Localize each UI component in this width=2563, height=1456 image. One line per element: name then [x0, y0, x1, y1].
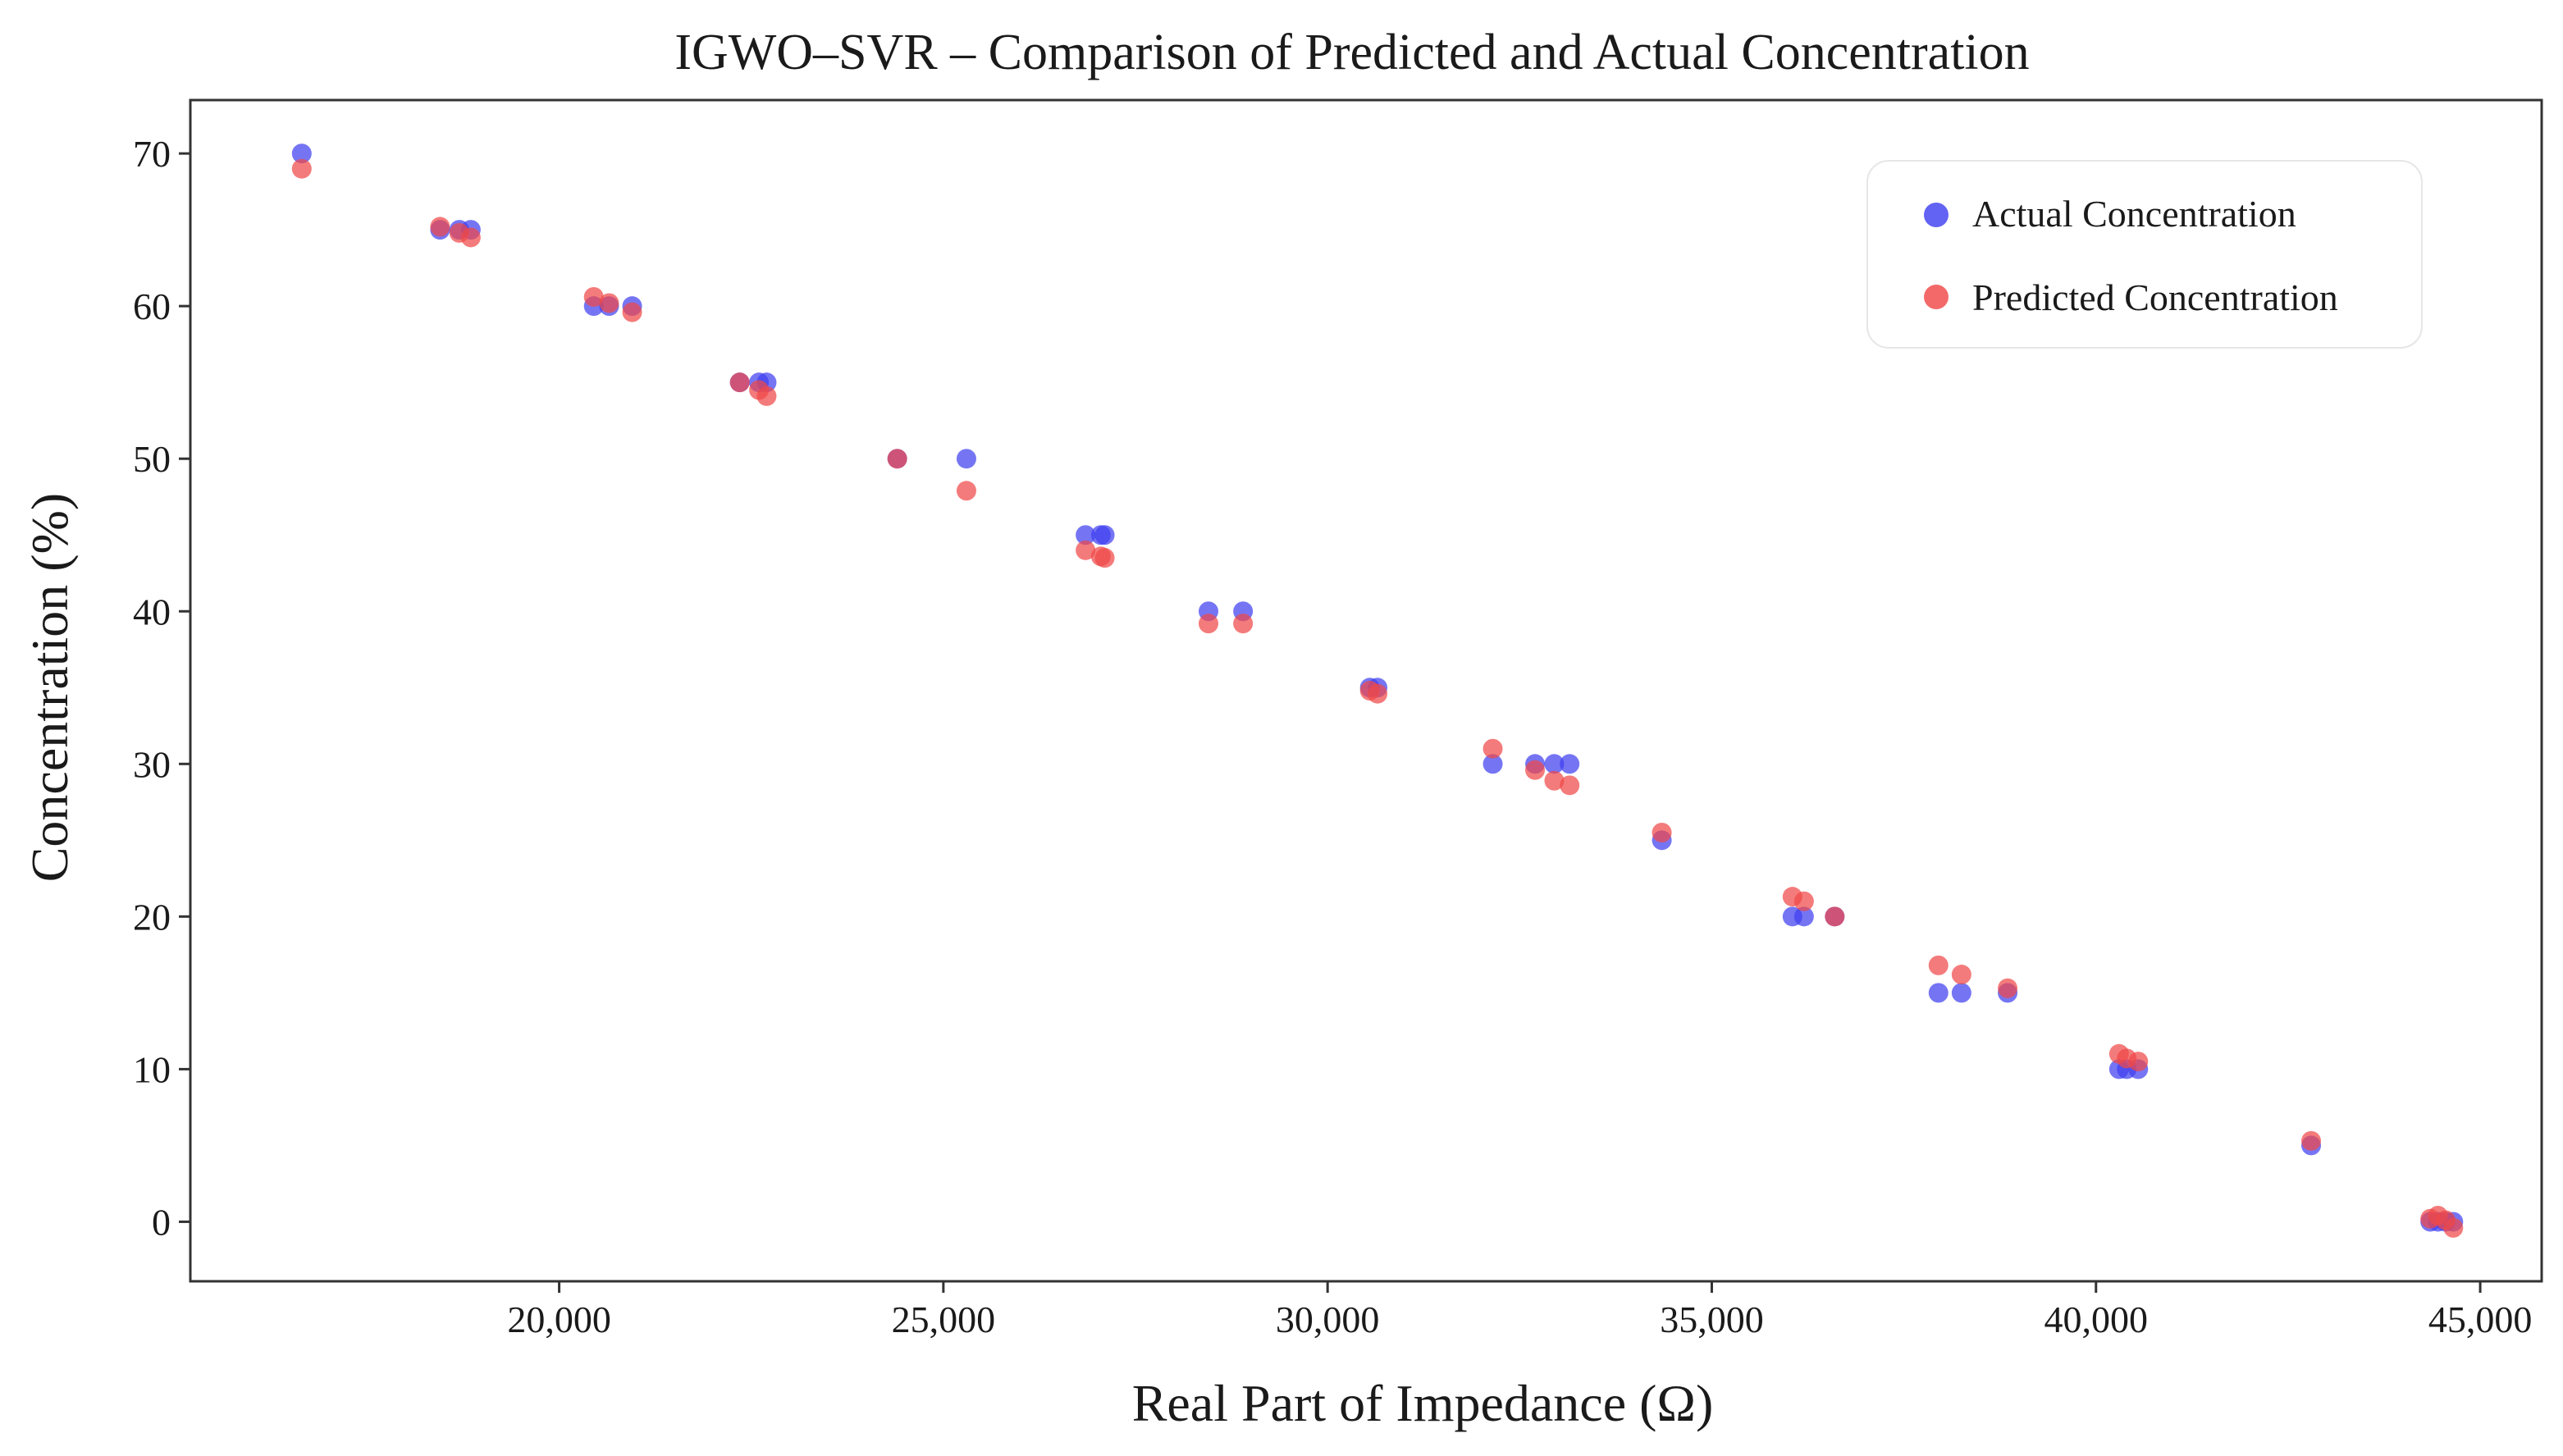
y-axis: 0 10 20 30 40 50 60 70 [133, 133, 190, 1243]
legend-label-actual: Actual Concentration [1972, 193, 2296, 235]
data-point-predicted [1198, 614, 1218, 634]
y-axis-label: Concentration (%) [21, 493, 79, 883]
data-point-predicted [729, 372, 750, 393]
data-point-predicted [1560, 775, 1580, 796]
data-point-predicted [1525, 760, 1546, 780]
plot-area-frame [189, 98, 2543, 1283]
data-point-actual [1951, 983, 1971, 1003]
data-point-predicted [583, 287, 604, 307]
data-point-actual [956, 449, 976, 469]
data-point-actual [1544, 754, 1565, 774]
data-point-predicted [1076, 540, 1096, 560]
data-point-predicted [887, 449, 907, 469]
y-tick-label: 0 [152, 1201, 171, 1243]
data-point-actual [1094, 525, 1115, 545]
x-tick-label: 45,000 [2428, 1299, 2533, 1340]
data-point-predicted [956, 481, 976, 501]
legend-marker-predicted [1924, 285, 1949, 309]
data-point-predicted [430, 217, 450, 237]
legend: Actual Concentration Predicted Concentra… [1866, 160, 2423, 349]
x-tick-label: 25,000 [892, 1299, 996, 1340]
data-point-predicted [291, 158, 312, 179]
x-tick-label: 40,000 [2044, 1299, 2149, 1340]
data-point-predicted [1368, 683, 1388, 704]
data-point-actual [1483, 754, 1503, 774]
data-point-actual [1928, 983, 1949, 1003]
data-point-predicted [2301, 1130, 2322, 1151]
series-predicted [291, 158, 2464, 1238]
data-point-predicted [460, 227, 481, 248]
y-tick-label: 40 [133, 591, 171, 632]
data-point-predicted [2443, 1217, 2464, 1238]
data-point-predicted [1544, 770, 1565, 791]
data-point-predicted [599, 293, 619, 313]
data-point-predicted [622, 302, 642, 322]
data-point-predicted [1094, 548, 1115, 568]
x-axis-label: Real Part of Impedance (Ω) [1132, 1374, 1714, 1432]
data-point-predicted [2128, 1052, 2149, 1072]
data-point-actual [1076, 525, 1096, 545]
y-tick-label: 70 [133, 133, 171, 175]
legend-label-predicted: Predicted Concentration [1972, 276, 2338, 318]
legend-box [1866, 160, 2423, 349]
y-tick-label: 20 [133, 896, 171, 938]
chart-title: IGWO–SVR – Comparison of Predicted and A… [674, 25, 2029, 80]
data-point-actual [291, 144, 312, 164]
data-point-predicted [1652, 823, 1672, 843]
data-point-predicted [1998, 978, 2018, 998]
x-tick-label: 30,000 [1276, 1299, 1380, 1340]
data-point-predicted [1793, 891, 1814, 911]
data-point-predicted [1233, 614, 1254, 634]
x-axis: 20,000 25,000 30,000 35,000 40,000 45,000 [507, 1281, 2532, 1340]
x-tick-label: 35,000 [1660, 1299, 1764, 1340]
y-tick-label: 30 [133, 743, 171, 785]
data-point-actual [1560, 754, 1580, 774]
y-tick-label: 10 [133, 1048, 171, 1090]
data-point-predicted [1951, 965, 1971, 985]
data-point-predicted [1928, 955, 1949, 975]
data-point-predicted [756, 386, 777, 406]
data-point-actual [1793, 906, 1814, 927]
y-tick-label: 50 [133, 438, 171, 480]
data-point-predicted [1825, 906, 1845, 927]
data-point-predicted [1483, 738, 1503, 759]
legend-marker-actual [1924, 203, 1949, 227]
y-tick-label: 60 [133, 285, 171, 327]
scatter-points [291, 144, 2464, 1238]
x-tick-label: 20,000 [507, 1299, 611, 1340]
